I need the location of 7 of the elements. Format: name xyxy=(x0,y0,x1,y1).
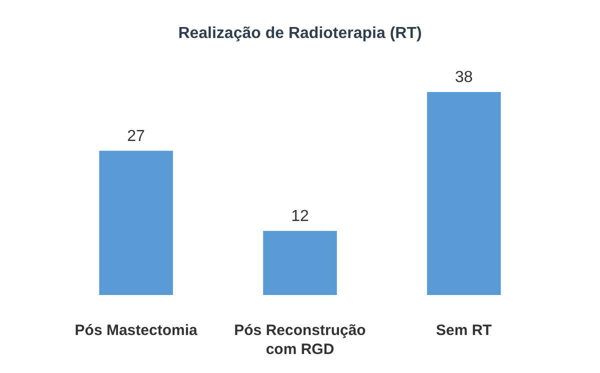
x-tick-label: Pós Reconstrução com RGD xyxy=(234,322,366,358)
data-label: 27 xyxy=(127,128,146,145)
data-label: 12 xyxy=(291,208,309,225)
data-label: 38 xyxy=(455,69,473,86)
chart-title: Realização de Radioterapia (RT) xyxy=(178,25,422,42)
x-tick-label: Pós Mastectomia xyxy=(74,322,198,339)
x-tick-label: Sem RT xyxy=(436,322,492,339)
